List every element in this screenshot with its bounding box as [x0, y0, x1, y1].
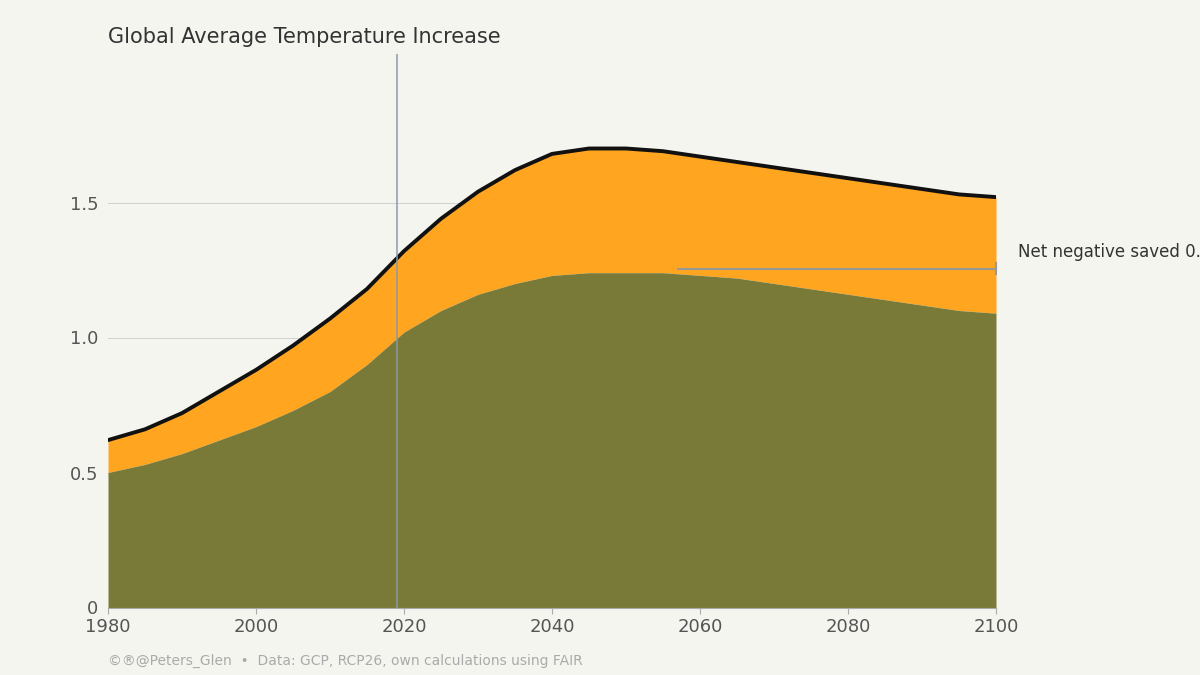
- Text: Net negative saved 0.2°C: Net negative saved 0.2°C: [1018, 244, 1200, 261]
- Text: ©®@Peters_Glen  •  Data: GCP, RCP26, own calculations using FAIR: ©®@Peters_Glen • Data: GCP, RCP26, own c…: [108, 654, 583, 668]
- Text: Global Average Temperature Increase: Global Average Temperature Increase: [108, 27, 500, 47]
